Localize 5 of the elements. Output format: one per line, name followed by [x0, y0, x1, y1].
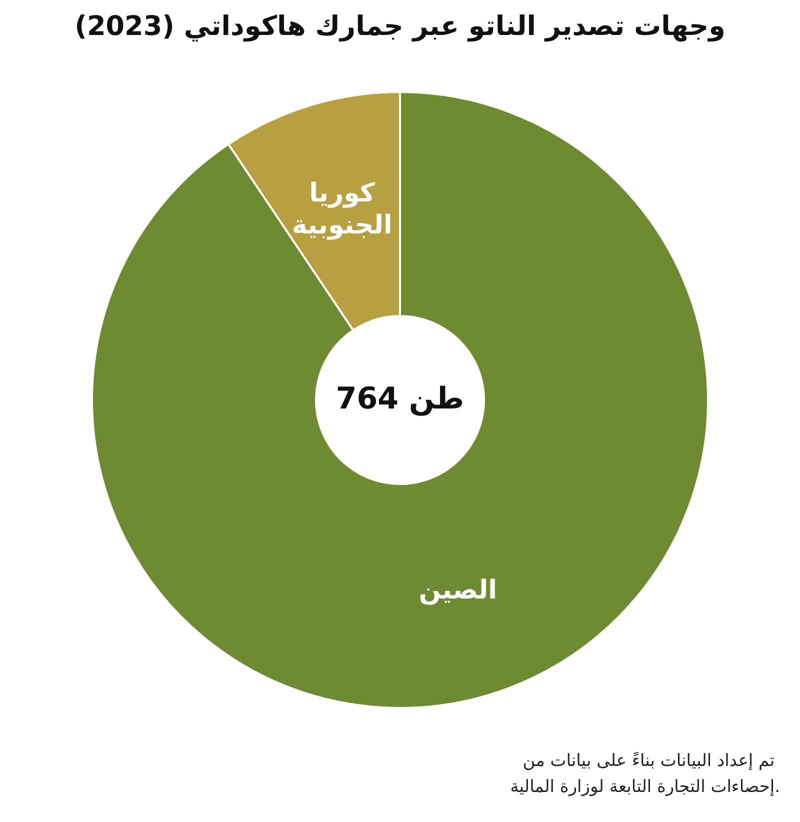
chart-title: وجهات تصدير الناتو عبر جمارك هاكوداتي (2023) [74, 11, 726, 42]
text: 764 طن [336, 382, 464, 416]
slice-label: الصين [418, 575, 498, 606]
slice-label: كوريا الجنوبية [292, 178, 392, 241]
text: تم إعداد البيانات بناءً على بيانات من إحصاءات التجارة التابعة لوزارة المالية. [510, 751, 780, 797]
